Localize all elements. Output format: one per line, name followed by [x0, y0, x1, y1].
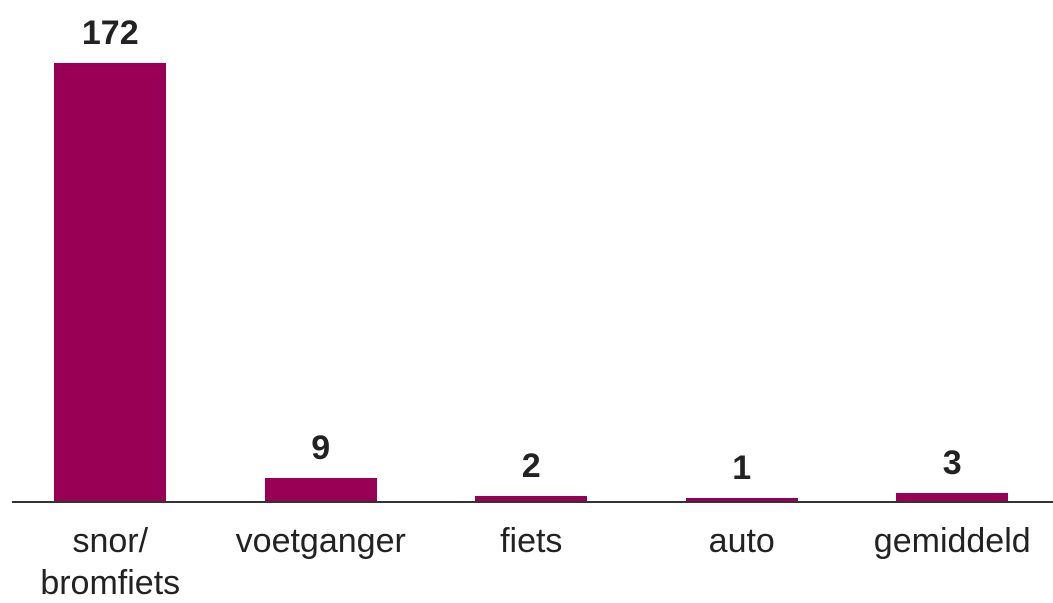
bar — [475, 495, 588, 501]
category-label: auto — [708, 522, 775, 560]
bar — [264, 478, 377, 501]
value-label: 3 — [942, 444, 962, 483]
category-label: gemiddeld — [873, 522, 1031, 560]
category-label: fiets — [500, 522, 563, 560]
value-label: 172 — [81, 14, 139, 52]
bar — [896, 493, 1009, 501]
value-label: 1 — [732, 449, 752, 488]
baseline — [12, 501, 1053, 503]
bar — [54, 63, 167, 501]
value-label: 2 — [521, 446, 541, 485]
category-label: snor/ bromfiets — [40, 522, 181, 602]
category-label: voetganger — [235, 522, 406, 560]
value-label: 9 — [311, 429, 331, 468]
bar — [685, 498, 798, 501]
